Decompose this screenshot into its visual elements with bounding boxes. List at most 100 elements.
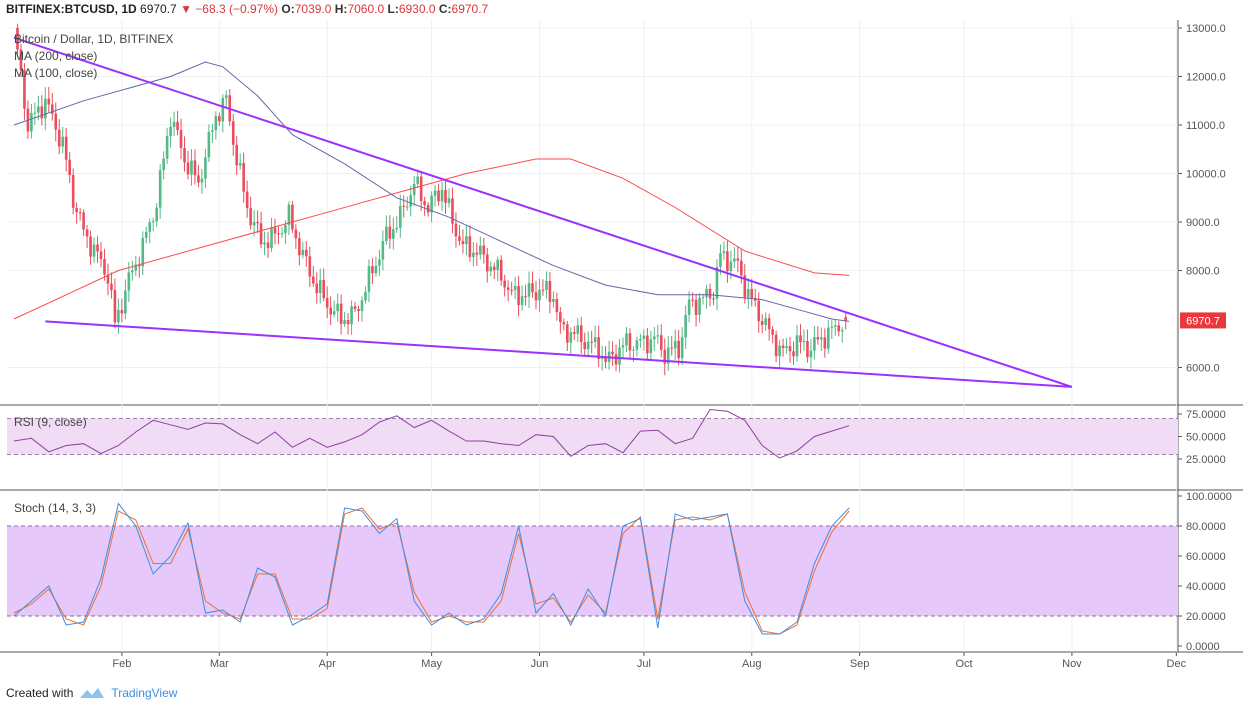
candle-up (520, 285, 524, 311)
x-tick-label: Apr (319, 658, 336, 670)
candle-body (423, 201, 426, 205)
candle-up (635, 336, 639, 357)
price-pane (7, 20, 1178, 403)
candle-body (663, 349, 667, 364)
candle-body (311, 276, 315, 284)
candle-body (85, 229, 89, 237)
open-label: O: (281, 2, 295, 16)
candle-down (231, 113, 235, 156)
candle-body (33, 112, 37, 114)
candle-up (416, 169, 419, 188)
candle-up (207, 124, 211, 163)
stoch-tick-label: 20.0000 (1186, 611, 1226, 623)
candle-down (646, 327, 649, 361)
candle-up (430, 191, 433, 223)
stoch-band (7, 526, 1178, 616)
candle-down (106, 263, 110, 296)
candle-body (461, 240, 465, 245)
tradingview-brand[interactable]: TradingView (111, 686, 178, 700)
candle-down (458, 224, 461, 246)
candle-body (134, 264, 138, 271)
x-tick-label: Jun (531, 658, 549, 670)
candle-up (162, 151, 165, 180)
candle-down (677, 329, 680, 366)
candle-up (381, 230, 385, 271)
candle-body (492, 266, 496, 271)
candle-down (524, 284, 527, 306)
candle-body (405, 206, 409, 208)
candle-body (430, 195, 433, 213)
candle-up (158, 164, 162, 220)
candle-up (204, 148, 207, 189)
rsi-legend[interactable]: RSI (9, close) (14, 415, 87, 429)
candle-body (47, 98, 51, 105)
candle-up (687, 291, 691, 323)
candle-down (68, 151, 71, 184)
candle-body (764, 318, 767, 325)
symbol-name[interactable]: BITFINEX:BTCUSD, 1D (6, 2, 137, 16)
candle-body (447, 198, 451, 203)
candle-body (127, 272, 131, 291)
candle-body (249, 208, 252, 226)
candle-body (270, 227, 273, 249)
candle-body (37, 106, 40, 113)
candle-body (315, 283, 319, 294)
candle-body (712, 298, 715, 300)
candle-body (566, 324, 569, 343)
candle-up (378, 249, 381, 276)
symbol-header: BITFINEX:BTCUSD, 1D 6970.7 ▼ −68.3 (−0.9… (6, 2, 488, 16)
candle-body (19, 49, 23, 70)
candle-down (771, 326, 774, 344)
candle-up (392, 217, 395, 250)
candle-up (440, 181, 444, 212)
candle-up (433, 184, 437, 207)
candle-body (465, 236, 468, 245)
candle-up (813, 325, 816, 360)
candle-body (830, 326, 834, 328)
candle-up (263, 231, 266, 256)
y-tick-label: 8000.0 (1186, 266, 1220, 278)
down-arrow-icon: ▼ (180, 2, 192, 16)
candle-up (395, 216, 399, 233)
candle-body (96, 244, 99, 252)
candle-up (722, 241, 726, 260)
candle-body (479, 245, 482, 255)
candle-body (520, 296, 524, 306)
candle-body (131, 270, 134, 273)
candle-body (729, 261, 733, 272)
candle-up (698, 293, 701, 323)
candle-down (485, 247, 489, 283)
candle-up (61, 126, 65, 154)
x-tick-label: Mar (210, 658, 229, 670)
candle-down (50, 92, 54, 121)
candle-down (712, 291, 715, 306)
candle-down (482, 237, 486, 264)
candle-down (197, 164, 200, 188)
candle-down (694, 293, 698, 327)
candle-body (207, 131, 211, 158)
candle-body (30, 113, 33, 132)
candle-down (54, 102, 58, 142)
candle-up (44, 87, 47, 131)
ma200-legend[interactable]: MA (200, close) (14, 49, 98, 63)
candle-up (827, 319, 830, 354)
candle-down (559, 306, 562, 334)
candle-down (726, 240, 729, 283)
candle-body (628, 333, 632, 351)
candle-body (231, 121, 235, 145)
candle-body (117, 309, 120, 323)
candle-up (625, 326, 628, 353)
candle-body (816, 336, 820, 340)
y-tick-label: 11000.0 (1186, 120, 1225, 132)
candle-body (572, 332, 576, 334)
candle-down (760, 314, 764, 334)
candle-down (531, 271, 534, 298)
ma100-legend[interactable]: MA (100, close) (14, 66, 98, 80)
close-value: 6970.7 (451, 2, 489, 16)
stoch-legend[interactable]: Stoch (14, 3, 3) (14, 501, 97, 515)
candle-up (332, 300, 336, 318)
candle-up (343, 311, 346, 327)
series-title[interactable]: Bitcoin / Dollar, 1D, BITFINEX (14, 32, 174, 46)
candle-body (298, 238, 301, 256)
